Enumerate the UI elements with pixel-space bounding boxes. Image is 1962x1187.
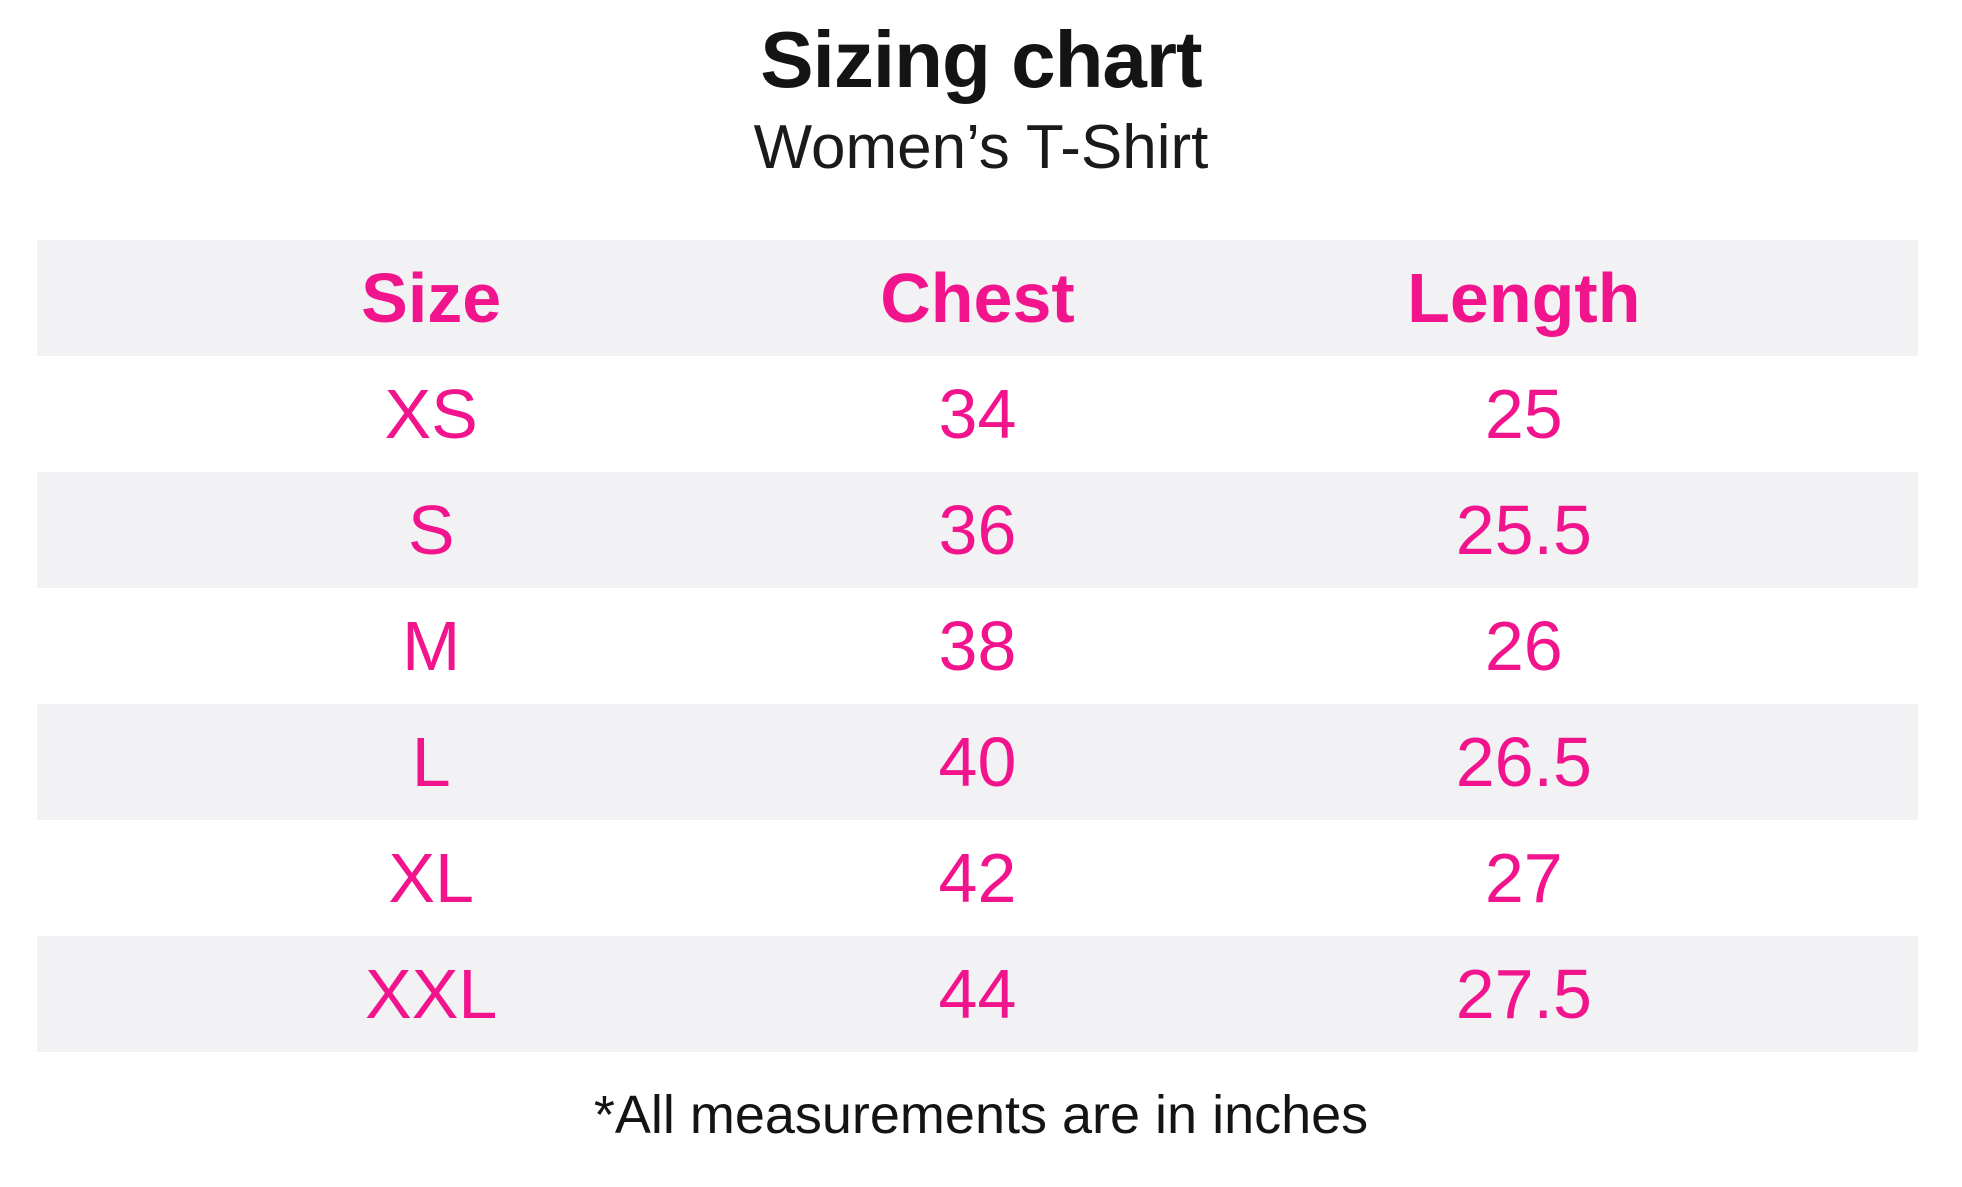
size-cell: XL [388,839,474,917]
length-cell: 25.5 [1455,491,1592,569]
sizing-table: Size Chest Length XS 34 25 S 36 25.5 M 3… [37,240,1918,1052]
size-cell: M [402,607,461,685]
table-row-xs: XS 34 25 [37,356,1918,472]
length-cell: 27.5 [1455,955,1592,1033]
length-cell: 27 [1484,839,1563,917]
column-header-chest: Chest [880,259,1075,337]
size-cell: XXL [365,955,498,1033]
length-cell: 26.5 [1455,723,1592,801]
chest-cell: 40 [938,723,1017,801]
length-cell: 25 [1484,375,1563,453]
column-header-size: Size [361,259,502,337]
size-cell: S [407,491,455,569]
table-row-xxl: XXL 44 27.5 [37,936,1918,1052]
chest-cell: 42 [938,839,1017,917]
table-row-l: L 40 26.5 [37,704,1918,820]
measurements-footnote: *All measurements are in inches [593,1085,1369,1145]
length-cell: 26 [1484,607,1563,685]
chest-cell: 38 [938,607,1017,685]
page-title: Sizing chart [760,15,1202,104]
page-subtitle: Women’s T-Shirt [753,113,1209,182]
column-header-length: Length [1407,259,1641,337]
table-row-xl: XL 42 27 [37,820,1918,936]
table-row-s: S 36 25.5 [37,472,1918,588]
chest-cell: 36 [938,491,1017,569]
chest-cell: 44 [938,955,1017,1033]
size-cell: XS [384,375,478,453]
table-row-m: M 38 26 [37,588,1918,704]
chest-cell: 34 [938,375,1017,453]
size-cell: L [411,723,451,801]
table-header-row: Size Chest Length [37,240,1918,356]
